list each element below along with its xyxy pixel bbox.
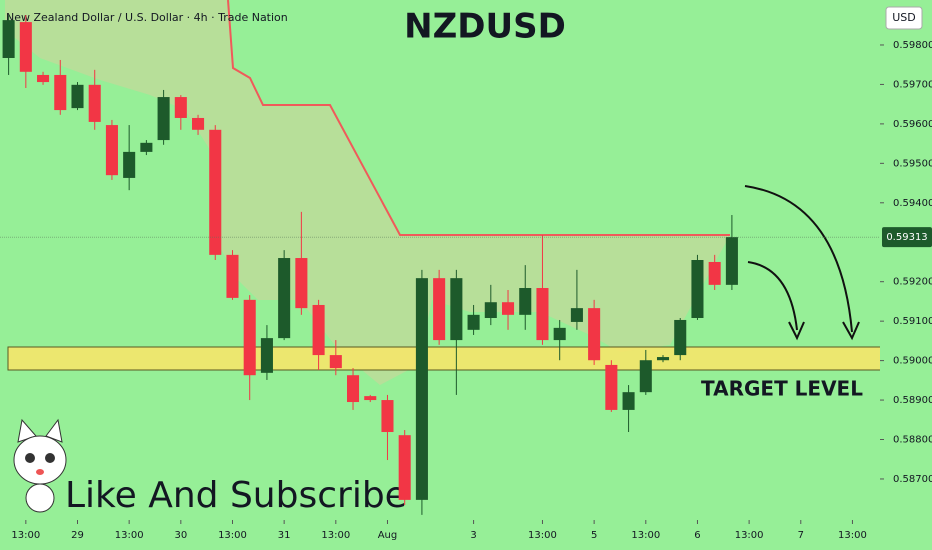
y-tick-label: 0.58900 (893, 395, 932, 406)
candle-body (347, 375, 360, 403)
candle-body (19, 22, 32, 72)
resistance-line (227, 0, 730, 236)
candle-body (398, 435, 411, 500)
shaded-zone (5, 0, 730, 385)
x-tick-label: 13:00 (321, 530, 350, 541)
candle-body (415, 278, 428, 500)
candle-body (260, 338, 273, 373)
target-label: TARGET LEVEL (701, 377, 863, 401)
y-tick-label: 0.59600 (893, 119, 932, 130)
x-tick-label: 5 (591, 530, 597, 541)
arrow (744, 185, 853, 333)
candle-body (278, 258, 291, 339)
candle-body (553, 327, 566, 341)
candle-body (71, 84, 84, 109)
x-tick-label: 30 (174, 530, 187, 541)
x-tick-label: 3 (470, 530, 476, 541)
candle-body (674, 319, 687, 356)
candle-body (536, 288, 549, 341)
candle-body (192, 117, 205, 130)
arrow (747, 261, 798, 331)
candle-body (174, 97, 187, 118)
candle-body (312, 304, 325, 356)
price-axis (880, 0, 932, 550)
x-tick-label: 13:00 (838, 530, 867, 541)
candle-body (708, 261, 721, 285)
candle-body (501, 302, 515, 315)
candle-body (381, 400, 394, 433)
x-tick-label: Aug (378, 530, 398, 541)
current-price-box (882, 227, 932, 248)
x-tick-label: 13:00 (528, 530, 557, 541)
candle-body (123, 151, 136, 178)
x-tick-label: 13:00 (11, 530, 40, 541)
candle-body (157, 97, 170, 141)
y-tick-label: 0.59000 (893, 356, 932, 367)
subscribe-text: Like And Subscribe (65, 475, 407, 516)
x-tick-label: 13:00 (115, 530, 144, 541)
x-tick-label: 13:00 (631, 530, 660, 541)
candle-body (519, 288, 532, 315)
y-tick-label: 0.59700 (893, 79, 932, 90)
candle-body (209, 129, 222, 255)
target-zone (7, 346, 885, 371)
candle-body (433, 278, 446, 341)
candle-body (484, 302, 497, 318)
current-price-label: 0.59313 (886, 232, 927, 243)
x-tick-label: 7 (798, 530, 804, 541)
candle-body (622, 392, 635, 410)
x-tick-label: 13:00 (735, 530, 764, 541)
y-tick-label: 0.59400 (893, 198, 932, 209)
candle-body (605, 364, 618, 410)
candle-body (467, 314, 480, 330)
x-tick-label: 6 (694, 530, 700, 541)
candle-body (140, 142, 153, 152)
candle-body (364, 396, 377, 401)
y-tick-label: 0.58700 (893, 474, 932, 485)
candle-body (37, 74, 50, 83)
x-tick-label: 13:00 (218, 530, 247, 541)
candle-body (88, 84, 101, 122)
candle-body (243, 299, 256, 376)
candle-body (295, 258, 308, 309)
candle-body (639, 360, 652, 393)
y-tick-label: 0.59200 (893, 277, 932, 288)
candle-body (725, 237, 738, 285)
y-tick-label: 0.59100 (893, 316, 932, 327)
chart-subtitle: New Zealand Dollar / U.S. Dollar · 4h · … (6, 11, 288, 24)
candle-body (329, 355, 342, 369)
candle-body (450, 278, 463, 341)
y-tick-label: 0.59800 (893, 40, 932, 51)
y-tick-label: 0.59500 (893, 158, 932, 169)
candle-body (105, 125, 118, 176)
chart-title: NZDUSD (404, 7, 566, 47)
x-tick-label: 31 (278, 530, 291, 541)
candle-body (570, 308, 583, 322)
candle-body (54, 74, 67, 111)
candle-body (656, 357, 670, 361)
arrow-head (842, 321, 860, 341)
candle-body (691, 260, 704, 318)
y-tick-label: 0.58800 (893, 435, 932, 446)
currency: USD (892, 11, 916, 24)
candle-body (2, 20, 15, 58)
cat-icon (13, 418, 67, 513)
x-tick-label: 29 (71, 530, 84, 541)
currency-box (885, 6, 923, 30)
arrow-head (788, 321, 805, 341)
candle-body (226, 254, 239, 298)
candle-body (588, 308, 601, 361)
